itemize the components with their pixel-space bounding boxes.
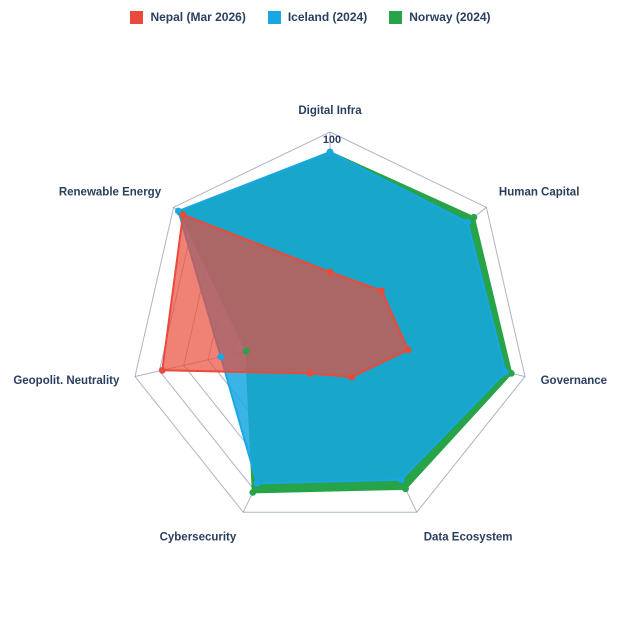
axis-label-human-capital: Human Capital <box>499 186 580 198</box>
data-point-nepal[interactable] <box>404 346 412 354</box>
axis-label-renewable-energy: Renewable Energy <box>59 186 162 198</box>
data-point-nepal[interactable] <box>306 370 314 377</box>
data-point-iceland[interactable] <box>217 353 225 361</box>
chart-legend: Nepal (Mar 2026) Iceland (2024) Norway (20… <box>0 10 621 24</box>
radial-tick-label: 100 <box>323 134 341 146</box>
data-point-nepal[interactable] <box>348 373 356 381</box>
data-point-nepal[interactable] <box>326 268 334 276</box>
axis-label-governance: Governance <box>541 375 607 387</box>
data-point-norway[interactable] <box>249 489 257 496</box>
data-point-norway[interactable] <box>402 485 409 493</box>
data-point-nepal[interactable] <box>158 366 166 374</box>
data-point-iceland[interactable] <box>502 368 509 376</box>
legend-item-norway[interactable]: Norway (2024) <box>389 10 491 24</box>
grid-ring <box>134 131 526 513</box>
axis-label-geopolit-neutrality: Geopolit. Neutrality <box>13 375 120 387</box>
data-point-norway[interactable] <box>507 370 515 377</box>
data-point-iceland[interactable] <box>397 476 405 484</box>
axis-label-cybersecurity: Cybersecurity <box>160 532 237 544</box>
legend-label-iceland: Iceland (2024) <box>287 10 368 24</box>
data-point-norway[interactable] <box>470 213 478 221</box>
axis-label-digital-infra: Digital Infra <box>298 105 362 117</box>
axis-label-data-ecosystem: Data Ecosystem <box>424 532 513 544</box>
data-point-iceland[interactable] <box>253 480 261 487</box>
legend-item-iceland[interactable]: Iceland (2024) <box>267 10 368 24</box>
data-point-iceland[interactable] <box>326 148 334 156</box>
series-polygon-nepal[interactable] <box>161 213 409 378</box>
data-point-norway[interactable] <box>242 347 250 355</box>
data-point-nepal[interactable] <box>179 211 187 219</box>
data-point-iceland[interactable] <box>174 207 182 215</box>
data-point-nepal[interactable] <box>378 287 385 295</box>
legend-swatch-nepal <box>130 10 144 24</box>
legend-swatch-norway <box>389 10 403 24</box>
legend-label-nepal: Nepal (Mar 2026) <box>150 10 246 24</box>
data-point-iceland[interactable] <box>464 218 471 226</box>
legend-item-nepal[interactable]: Nepal (Mar 2026) <box>130 10 246 24</box>
legend-swatch-iceland <box>267 10 281 24</box>
legend-label-norway: Norway (2024) <box>409 10 491 24</box>
